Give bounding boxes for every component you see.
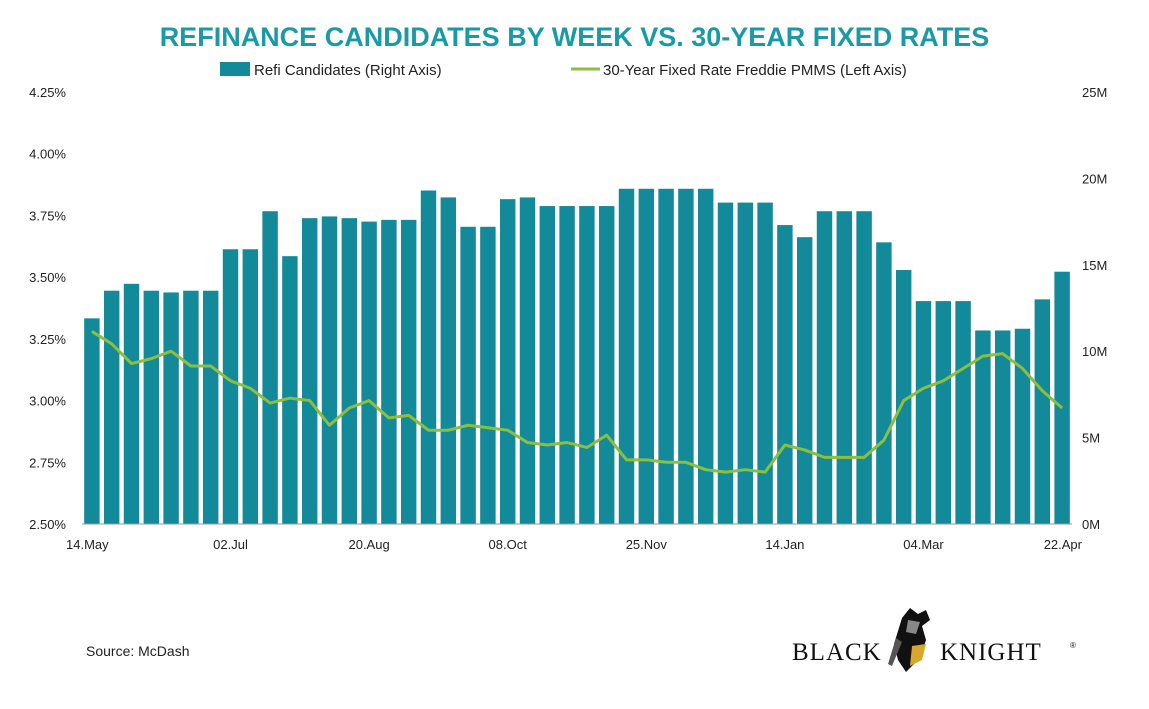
bar [282, 256, 298, 524]
bar [796, 237, 813, 524]
bar [440, 197, 457, 524]
bar [816, 211, 833, 525]
knight-icon [888, 608, 930, 672]
bar [697, 188, 714, 524]
bar [361, 221, 377, 524]
bar [1034, 299, 1051, 524]
left-tick-label: 3.50% [29, 270, 66, 285]
bar [994, 330, 1011, 524]
bar [222, 249, 239, 524]
black-knight-logo: BLACK KNIGHT ® [792, 608, 1076, 672]
bar [519, 197, 536, 524]
bar [539, 206, 556, 525]
bar [321, 216, 338, 525]
x-tick-label: 25.Nov [626, 537, 668, 552]
bar [84, 318, 100, 524]
bar [1054, 271, 1070, 524]
bar [262, 211, 278, 525]
bar [777, 225, 793, 524]
bar [242, 249, 259, 524]
chart-title: REFINANCE CANDIDATES BY WEEK VS. 30-YEAR… [159, 22, 990, 52]
bar [678, 188, 694, 524]
bar [856, 211, 872, 525]
bar [341, 218, 358, 524]
bar [717, 202, 734, 524]
line-series [91, 330, 1064, 474]
left-tick-label: 3.25% [29, 332, 66, 347]
left-tick-label: 3.00% [29, 394, 66, 409]
bar [757, 202, 773, 524]
bar [499, 199, 516, 524]
bar [737, 202, 754, 524]
bar [658, 188, 674, 524]
left-tick-label: 4.00% [29, 147, 66, 162]
bar [876, 242, 892, 524]
bar [895, 269, 912, 524]
logo-right-word: KNIGHT [940, 639, 1042, 666]
x-tick-label: 20.Aug [348, 537, 389, 552]
right-tick-label: 20M [1082, 171, 1107, 186]
bar [143, 290, 160, 524]
bar [202, 290, 219, 524]
legend: Refi Candidates (Right Axis) 30-Year Fixe… [220, 62, 907, 79]
legend-label-bars: Refi Candidates (Right Axis) [254, 62, 442, 79]
bar [301, 218, 318, 524]
bar [935, 301, 952, 524]
bar [559, 206, 575, 525]
bar [598, 206, 615, 525]
left-tick-label: 2.50% [29, 517, 66, 532]
right-tick-label: 25M [1082, 85, 1107, 100]
right-tick-label: 10M [1082, 344, 1107, 359]
x-tick-label: 08.Oct [489, 537, 528, 552]
axes: 2.50% 2.75% 3.00% 3.25% 3.50% 3.75% 4.00% 4.25%… [29, 85, 1107, 552]
bar [480, 226, 496, 524]
x-tick-label: 02.Jul [213, 537, 248, 552]
right-tick-label: 0M [1082, 517, 1100, 532]
left-tick-label: 3.75% [29, 208, 66, 223]
bar [400, 219, 417, 524]
bar [915, 301, 932, 524]
bar [955, 301, 971, 524]
bar [975, 330, 991, 524]
x-tick-label: 04.Mar [903, 537, 944, 552]
legend-swatch-bars [220, 62, 250, 76]
left-tick-label: 2.75% [29, 455, 66, 470]
rate-line [91, 330, 1064, 474]
bar [183, 290, 199, 524]
registered-mark: ® [1070, 641, 1076, 650]
x-tick-label: 14.Jan [765, 537, 804, 552]
bar [381, 219, 397, 524]
right-tick-label: 15M [1082, 258, 1107, 273]
bar [618, 188, 635, 524]
bar [638, 188, 655, 524]
bar [1014, 328, 1031, 524]
bar [836, 211, 853, 525]
bar [579, 206, 595, 525]
bar [163, 292, 179, 524]
x-tick-label: 14.May [66, 537, 109, 552]
bar [420, 190, 437, 524]
left-tick-label: 4.25% [29, 85, 66, 100]
bar [103, 290, 120, 524]
bar [460, 226, 476, 524]
bar [123, 283, 140, 524]
source-note: Source: McDash [86, 643, 190, 659]
logo-left-word: BLACK [792, 639, 882, 666]
bar-series [84, 188, 1070, 525]
legend-label-line: 30-Year Fixed Rate Freddie PMMS (Left Ax… [603, 62, 907, 79]
x-tick-label: 22.Apr [1044, 537, 1083, 552]
right-tick-label: 5M [1082, 431, 1100, 446]
